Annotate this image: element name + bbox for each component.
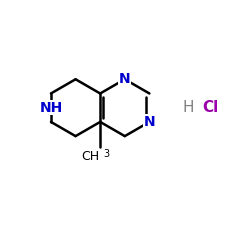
Text: NH: NH — [39, 101, 62, 115]
Text: Cl: Cl — [202, 100, 218, 115]
Text: 3: 3 — [103, 150, 110, 160]
Text: N: N — [144, 115, 155, 129]
Text: CH: CH — [81, 150, 100, 163]
Text: N: N — [119, 72, 130, 86]
Text: H: H — [182, 100, 194, 115]
